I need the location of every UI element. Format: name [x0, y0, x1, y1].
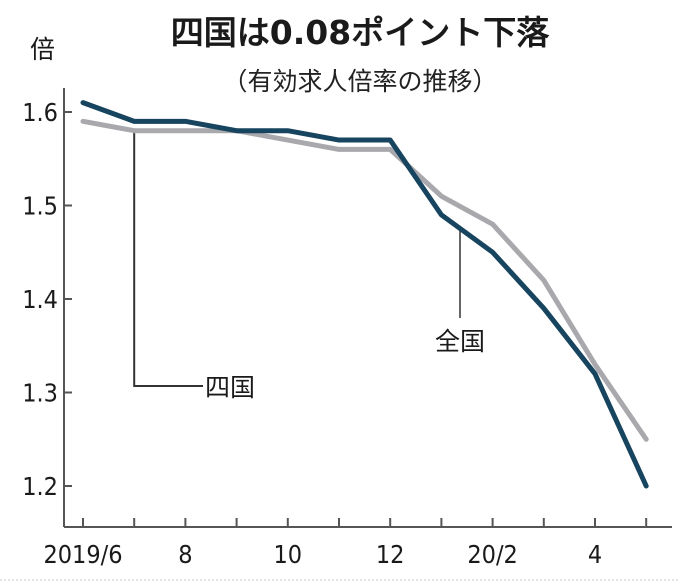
y-tick-label: 1.6	[22, 98, 58, 127]
y-tick-label: 1.5	[22, 192, 58, 221]
zenkoku-label: 全国	[435, 327, 485, 356]
x-tick-label: 12	[376, 540, 405, 569]
shikoku-label: 四国	[205, 373, 255, 402]
chart-subtitle: （有効求人倍率の推移）	[222, 67, 498, 96]
x-tick-label: 4	[588, 540, 602, 569]
y-tick-label: 1.2	[22, 472, 58, 501]
x-tick-label: 2019/6	[43, 540, 122, 569]
y-axis-unit-label: 倍	[30, 35, 56, 64]
y-tick-label: 1.3	[22, 379, 58, 408]
series-line-zenkoku	[80, 118, 649, 442]
shikoku-leader-line	[133, 130, 203, 387]
x-tick-label: 20/2	[467, 540, 518, 569]
chart-title: 四国は0.08ポイント下落	[170, 13, 550, 52]
x-tick-label: 8	[178, 540, 192, 569]
series-line-shikoku	[80, 100, 649, 489]
x-tick-label: 10	[273, 540, 302, 569]
y-tick-label: 1.4	[22, 285, 58, 314]
